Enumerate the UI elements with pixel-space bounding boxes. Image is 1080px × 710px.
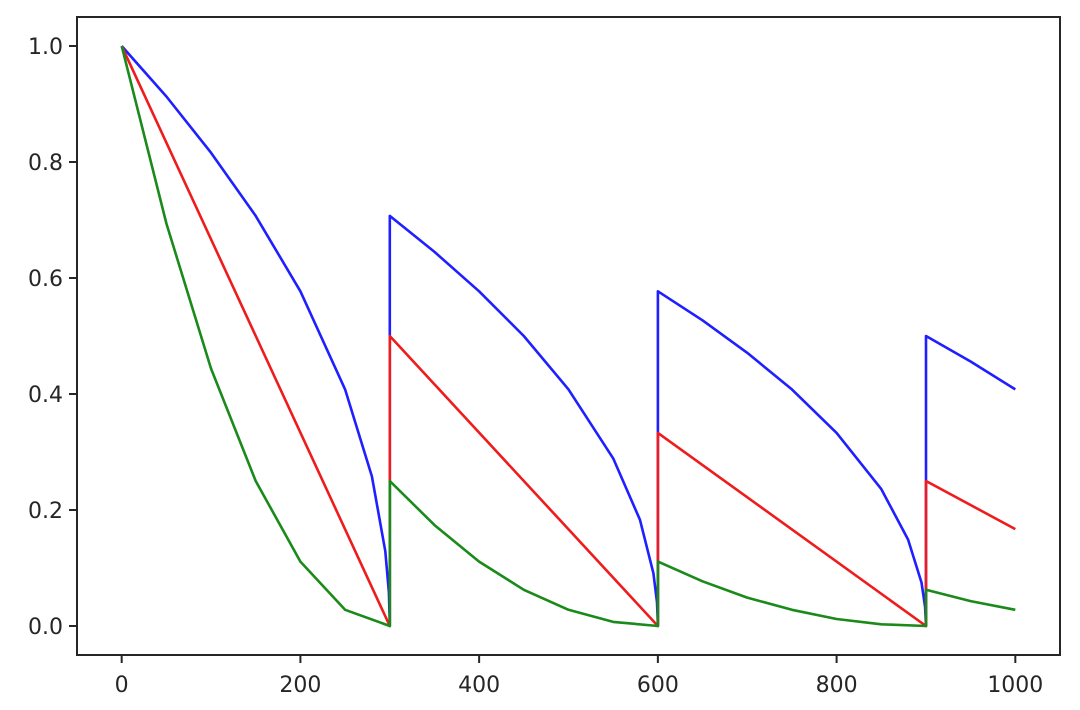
blue-series-line [120,45,1016,628]
x-tick-label: 800 [816,673,858,698]
x-tick-label: 400 [458,673,500,698]
x-tick-label: 1000 [987,673,1043,698]
y-tick-label: 0.6 [28,267,63,292]
y-axis: 0.0 0.2 0.4 0.6 0.8 1.0 [28,35,77,640]
series-layer [120,45,1016,628]
red-series-line [120,45,1016,628]
y-tick-label: 0.4 [28,383,63,408]
green-series-line [120,45,1016,628]
x-tick-label: 600 [637,673,679,698]
x-tick-label: 200 [279,673,321,698]
plot-frame [76,16,1061,656]
y-tick-label: 1.0 [28,35,63,60]
y-tick-label: 0.0 [28,615,63,640]
y-tick-label: 0.8 [28,151,63,176]
x-tick-label: 0 [115,673,129,698]
y-tick-label: 0.2 [28,499,63,524]
x-axis: 0 200 400 600 800 1000 [115,655,1043,698]
